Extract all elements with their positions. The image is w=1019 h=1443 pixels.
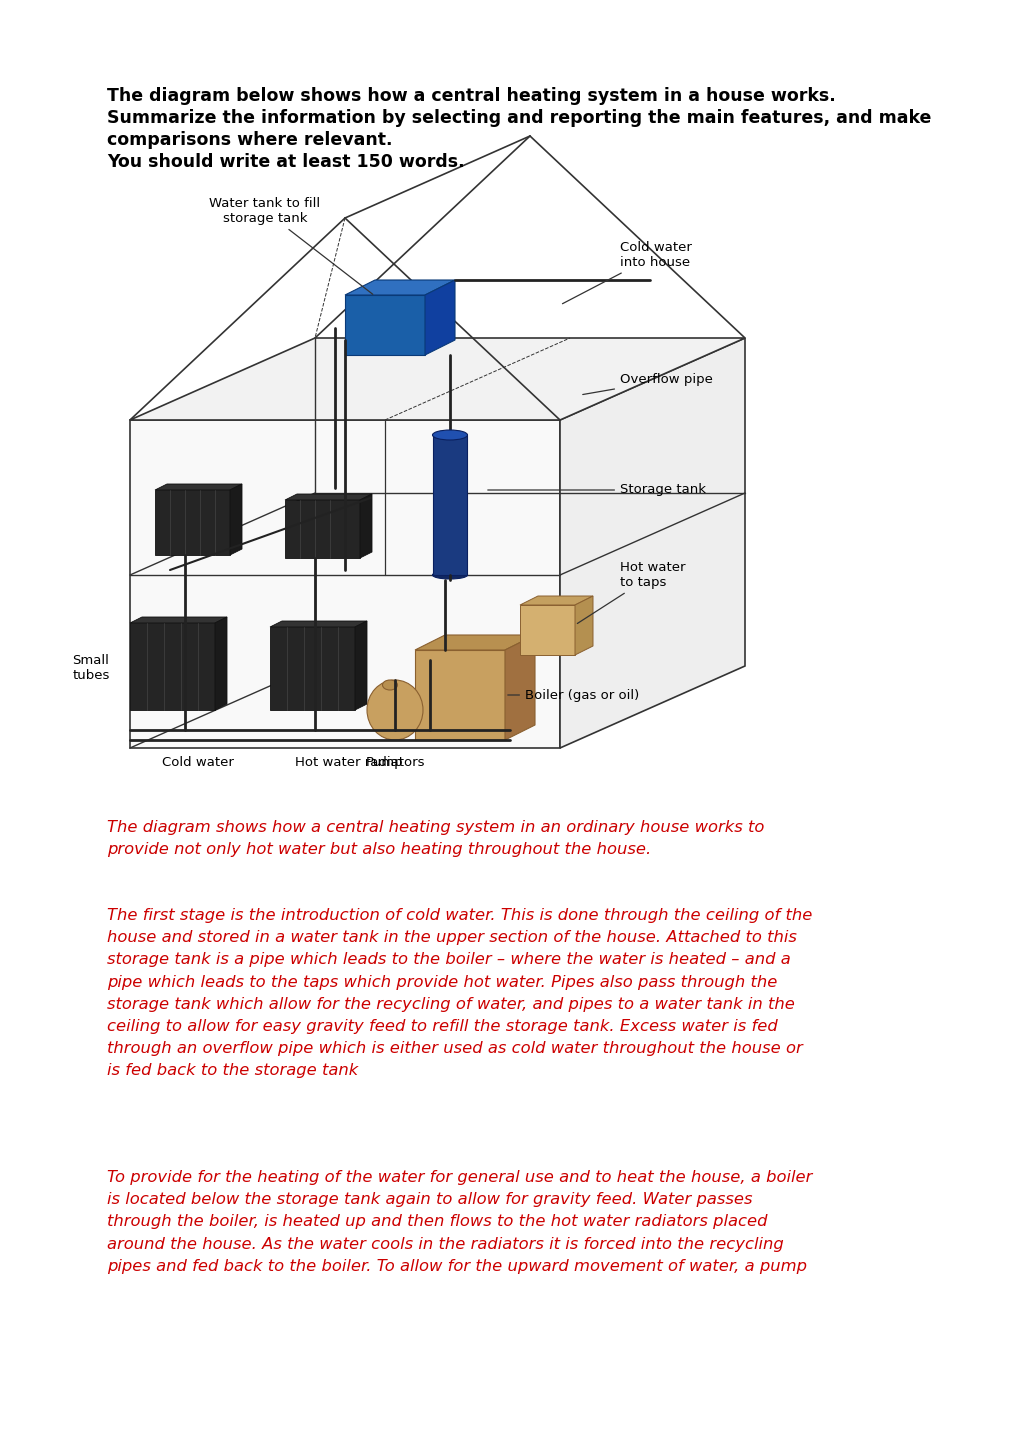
Polygon shape xyxy=(433,434,467,574)
Polygon shape xyxy=(360,494,372,558)
Polygon shape xyxy=(229,483,242,556)
Text: Small
tubes: Small tubes xyxy=(72,654,110,683)
Polygon shape xyxy=(575,596,592,655)
Polygon shape xyxy=(129,420,559,747)
Text: Pump: Pump xyxy=(366,756,404,769)
Polygon shape xyxy=(504,635,535,740)
Text: Storage tank: Storage tank xyxy=(487,483,705,496)
Polygon shape xyxy=(129,338,744,420)
Polygon shape xyxy=(284,501,360,558)
Text: The first stage is the introduction of cold water. This is done through the ceil: The first stage is the introduction of c… xyxy=(107,908,811,1078)
Ellipse shape xyxy=(432,430,467,440)
Polygon shape xyxy=(355,620,367,710)
Text: Summarize the information by selecting and reporting the main features, and make: Summarize the information by selecting a… xyxy=(107,110,930,127)
Polygon shape xyxy=(344,294,425,355)
Polygon shape xyxy=(155,491,229,556)
Text: To provide for the heating of the water for general use and to heat the house, a: To provide for the heating of the water … xyxy=(107,1170,811,1274)
Ellipse shape xyxy=(432,571,467,579)
Polygon shape xyxy=(270,628,355,710)
Text: The diagram below shows how a central heating system in a house works.: The diagram below shows how a central he… xyxy=(107,87,835,105)
Text: Hot water radiators: Hot water radiators xyxy=(294,756,424,769)
Polygon shape xyxy=(129,618,227,623)
Text: Cold water: Cold water xyxy=(162,756,233,769)
Ellipse shape xyxy=(382,680,397,690)
Polygon shape xyxy=(415,649,504,740)
Polygon shape xyxy=(344,280,454,294)
Polygon shape xyxy=(284,494,372,501)
Text: Water tank to fill
storage tank: Water tank to fill storage tank xyxy=(209,198,372,294)
Polygon shape xyxy=(415,635,535,649)
Text: Cold water
into house: Cold water into house xyxy=(561,241,691,303)
Text: The diagram shows how a central heating system in an ordinary house works to
pro: The diagram shows how a central heating … xyxy=(107,820,763,857)
Polygon shape xyxy=(155,483,242,491)
Polygon shape xyxy=(520,596,592,605)
Polygon shape xyxy=(425,280,454,355)
Polygon shape xyxy=(270,620,367,628)
Text: comparisons where relevant.: comparisons where relevant. xyxy=(107,131,392,149)
Text: You should write at least 150 words.: You should write at least 150 words. xyxy=(107,153,465,172)
Text: Hot water
to taps: Hot water to taps xyxy=(577,561,685,623)
Text: Boiler (gas or oil): Boiler (gas or oil) xyxy=(507,688,639,701)
Polygon shape xyxy=(129,623,215,710)
Polygon shape xyxy=(520,605,575,655)
Polygon shape xyxy=(559,338,744,747)
Polygon shape xyxy=(215,618,227,710)
Text: Overflow pipe: Overflow pipe xyxy=(582,374,712,394)
Ellipse shape xyxy=(367,680,423,740)
